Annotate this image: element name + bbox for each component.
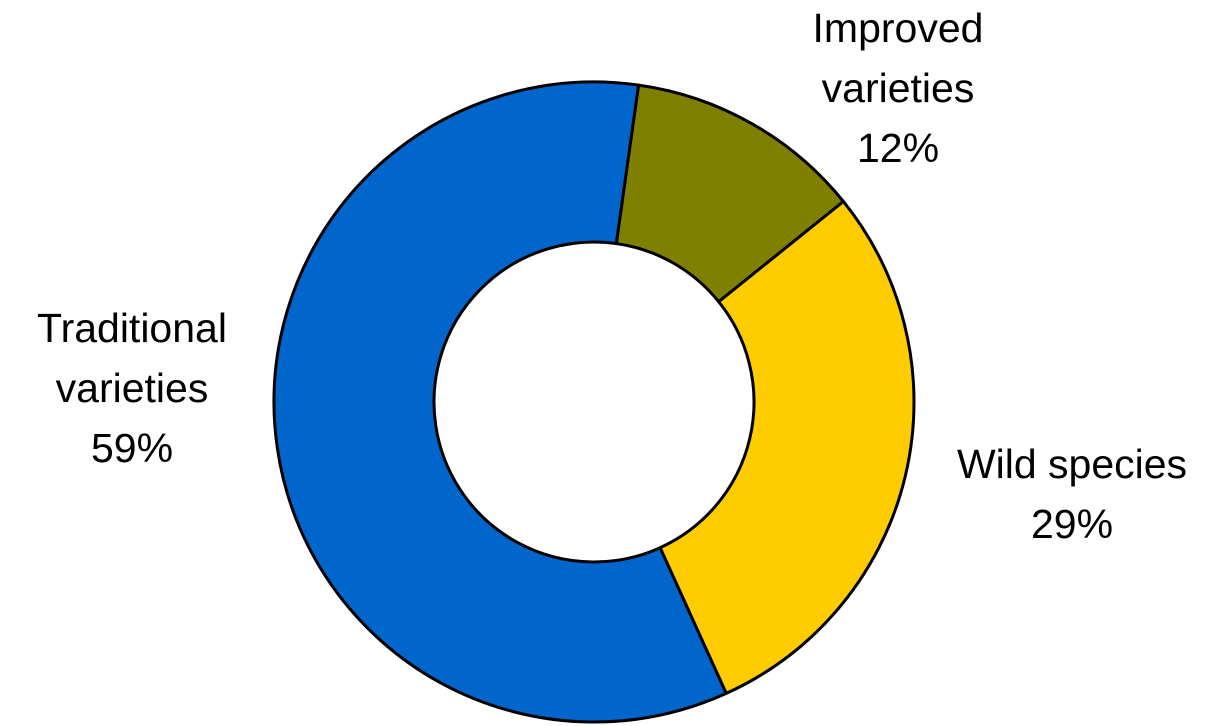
- slice-label-traditional-varieties: Traditional varieties 59%: [37, 305, 227, 471]
- slice-traditional-varieties: [272, 80, 728, 724]
- slice-wild-species: [658, 199, 916, 695]
- slice-improved-varieties: [614, 83, 845, 304]
- donut-slices: [272, 80, 916, 724]
- slice-label-wild-species: Wild species 29%: [957, 441, 1187, 547]
- slice-label-improved-varieties: Improved varieties 12%: [813, 5, 984, 171]
- slice-labels: Improved varieties 12% Wild species 29% Tradi…: [37, 5, 1187, 547]
